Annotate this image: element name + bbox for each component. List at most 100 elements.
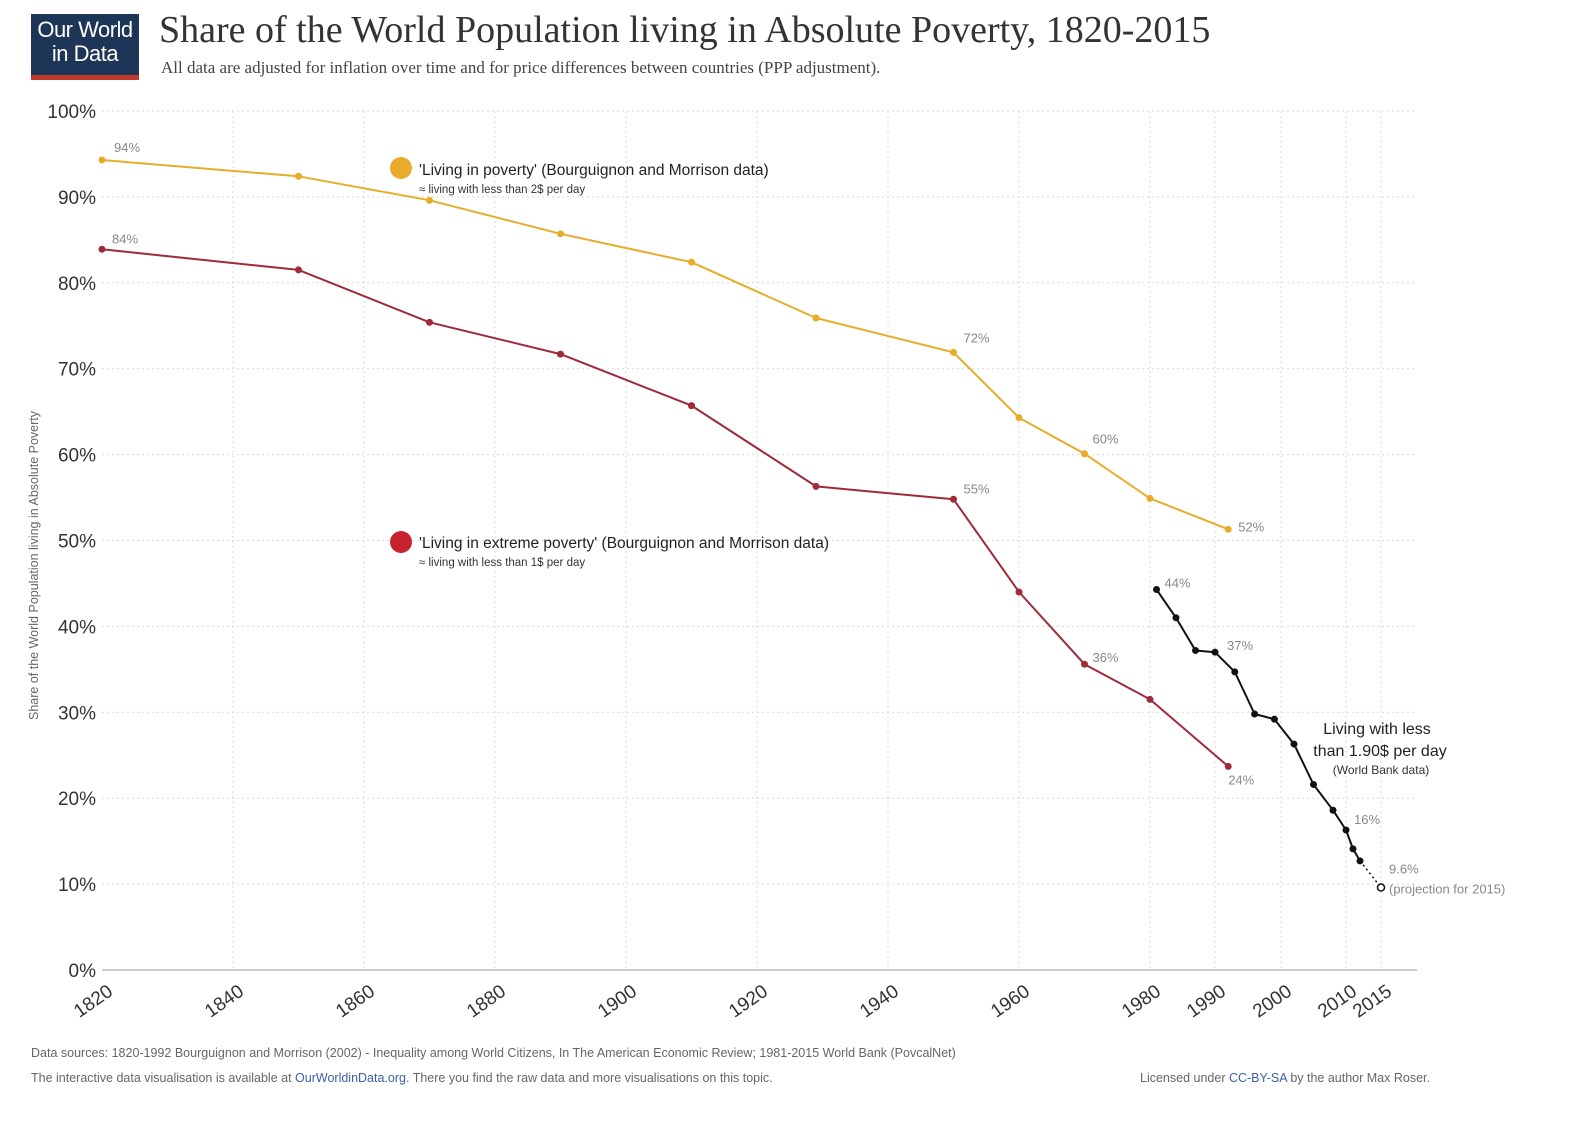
data-point-worldbank	[1231, 668, 1239, 676]
x-tick-label: 1990	[1183, 981, 1230, 1022]
data-point-extreme	[1224, 762, 1232, 770]
legend-title-worldbank-line2: than 1.90$ per day	[1313, 743, 1446, 760]
interactive-note: The interactive data visualisation is av…	[31, 1071, 773, 1085]
data-point-poverty	[1015, 414, 1023, 422]
legend-marker-poverty	[390, 157, 412, 179]
x-tick-label: 1960	[987, 981, 1034, 1022]
data-point-poverty	[1224, 525, 1232, 533]
y-tick-label: 90%	[58, 188, 96, 209]
projection-point	[1376, 883, 1386, 892]
data-point-poverty	[950, 348, 957, 356]
x-tick-label: 1860	[332, 981, 379, 1022]
data-point-poverty	[688, 258, 695, 266]
data-point-extreme	[688, 402, 695, 410]
data-point-worldbank	[1349, 845, 1357, 853]
legend-sub-worldbank: (World Bank data)	[1333, 763, 1430, 777]
x-tick-label: 1920	[725, 981, 772, 1022]
data-point-extreme	[295, 266, 302, 274]
data-label-extreme: 55%	[964, 481, 990, 496]
data-point-extreme	[812, 482, 820, 490]
data-point-worldbank	[1153, 585, 1160, 593]
data-point-extreme	[950, 495, 957, 503]
data-point-extreme	[1015, 588, 1023, 596]
data-point-worldbank	[1329, 806, 1337, 814]
data-label-worldbank: 44%	[1165, 575, 1191, 590]
license-pre: Licensed under	[1140, 1071, 1229, 1085]
data-label-extreme: 84%	[112, 231, 138, 246]
license-note: Licensed under CC-BY-SA by the author Ma…	[1140, 1071, 1430, 1085]
data-point-extreme	[1146, 695, 1154, 703]
series-layer	[98, 156, 1386, 892]
y-tick-label: 0%	[69, 961, 97, 982]
interactive-note-pre: The interactive data visualisation is av…	[31, 1071, 296, 1085]
interactive-note-post: . There you find the raw data and more v…	[405, 1071, 773, 1085]
y-tick-label: 100%	[47, 102, 96, 123]
x-tick-label: 2015	[1349, 981, 1396, 1022]
data-label-poverty: 72%	[964, 330, 990, 345]
data-point-poverty	[98, 156, 106, 164]
data-point-worldbank	[1342, 826, 1350, 834]
data-point-worldbank	[1192, 646, 1199, 654]
y-axis-title: Share of the World Population living in …	[27, 410, 41, 720]
owid-link[interactable]: OurWorldinData.org	[295, 1071, 406, 1085]
grid-lines	[102, 110, 1417, 970]
data-point-extreme	[98, 245, 106, 253]
data-point-extreme	[557, 350, 564, 358]
data-point-worldbank	[1310, 780, 1317, 788]
data-label-worldbank: 16%	[1354, 812, 1380, 827]
our-world-in-data-logo: Our World in Data	[31, 14, 139, 80]
data-point-poverty	[1081, 450, 1088, 458]
data-point-worldbank	[1211, 648, 1219, 656]
x-tick-label: 1880	[463, 981, 510, 1022]
x-tick-label: 1840	[201, 981, 248, 1022]
data-point-poverty	[1146, 494, 1154, 502]
data-point-extreme	[1081, 660, 1088, 668]
data-point-poverty	[295, 172, 302, 180]
legend-title-poverty: 'Living in poverty' (Bourguignon and Mor…	[419, 162, 769, 179]
data-labels: 94% 72% 60% 52% 84% 55% 36% 24% 44% 37% 16% 9.6% (pr…	[112, 140, 1505, 897]
data-label-extreme: 36%	[1093, 650, 1119, 665]
y-tick-label: 80%	[58, 274, 96, 295]
projection-note: (projection for 2015)	[1389, 882, 1505, 897]
x-tick-label: 1940	[856, 981, 903, 1022]
y-tick-label: 10%	[58, 875, 96, 896]
data-point-poverty	[426, 196, 433, 204]
x-tick-label: 1900	[594, 981, 641, 1022]
data-point-poverty	[812, 314, 820, 322]
legend-sub-poverty: ≈ living with less than 2$ per day	[419, 184, 585, 196]
x-tick-label: 1820	[70, 981, 117, 1022]
data-sources-note: Data sources: 1820-1992 Bourguignon and …	[31, 1046, 956, 1060]
data-label-poverty: 60%	[1093, 432, 1119, 447]
legends: 'Living in poverty' (Bourguignon and Mor…	[390, 157, 1447, 777]
data-point-worldbank	[1172, 614, 1180, 622]
logo-line-1: Our World	[37, 17, 133, 42]
series-line-poverty	[101, 159, 1229, 531]
y-tick-label: 20%	[58, 789, 96, 810]
y-tick-label: 40%	[58, 617, 96, 638]
legend-sub-extreme: ≈ living with less than 1$ per day	[419, 557, 585, 569]
license-link[interactable]: CC-BY-SA	[1228, 1071, 1287, 1085]
y-tick-label: 50%	[58, 532, 96, 553]
legend-title-worldbank-line1: Living with less	[1323, 721, 1431, 738]
legend-title-extreme: 'Living in extreme poverty' (Bourguignon…	[419, 535, 829, 552]
data-label-poverty: 52%	[1238, 519, 1264, 534]
chart-subtitle: All data are adjusted for inflation over…	[161, 58, 881, 77]
data-point-worldbank	[1270, 715, 1278, 723]
data-point-poverty	[557, 230, 564, 238]
y-tick-label: 30%	[58, 703, 96, 724]
data-label-poverty: 94%	[114, 140, 140, 155]
projection-value-label: 9.6%	[1389, 862, 1419, 877]
logo-line-2: in Data	[51, 41, 119, 66]
legend-marker-extreme	[390, 531, 412, 553]
data-label-worldbank: 37%	[1227, 638, 1253, 653]
series-line-extreme	[101, 248, 1229, 768]
data-point-extreme	[426, 318, 433, 326]
license-post: by the author Max Roser.	[1286, 1071, 1430, 1085]
chart-title: Share of the World Population living in …	[159, 9, 1211, 51]
y-tick-label: 60%	[58, 446, 96, 467]
projection-line	[1359, 860, 1382, 889]
data-point-worldbank	[1290, 740, 1298, 748]
data-label-extreme: 24%	[1228, 772, 1254, 787]
x-tick-label: 2000	[1249, 981, 1296, 1022]
